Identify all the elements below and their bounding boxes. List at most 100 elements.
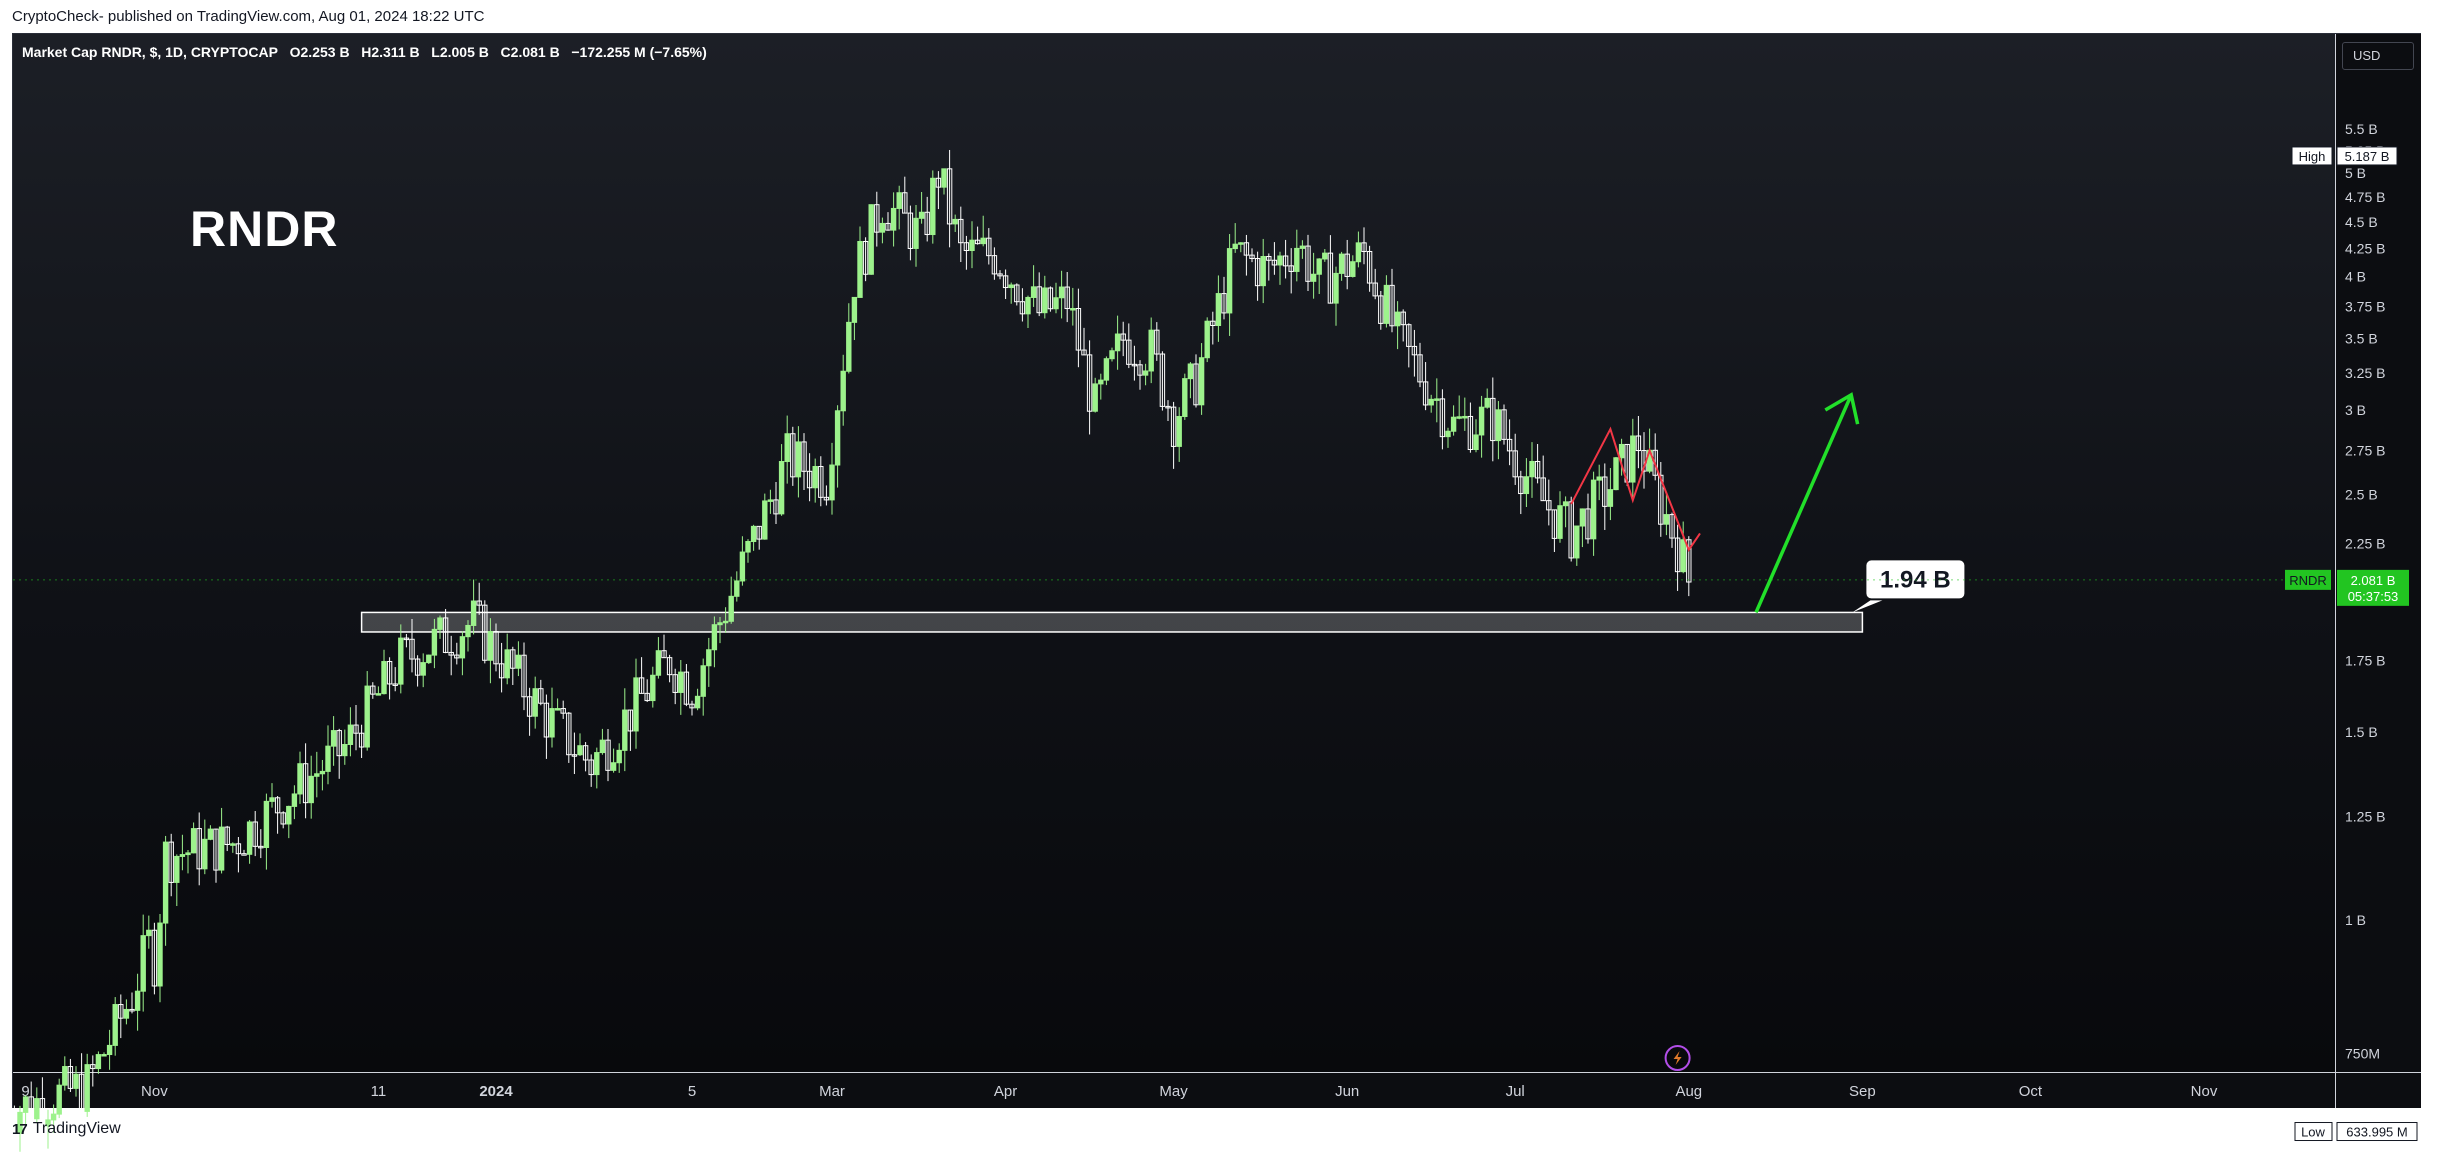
candle-body	[1350, 261, 1356, 277]
price-tick-label: 2.75 B	[2345, 442, 2385, 458]
candle-body	[1378, 295, 1384, 324]
candle-body	[605, 739, 611, 771]
candle-body	[1506, 438, 1513, 452]
currency-button[interactable]: USD	[2342, 42, 2414, 70]
time-tick-label: Jun	[1335, 1083, 1359, 1100]
time-tick-label: Sep	[1849, 1083, 1876, 1100]
candle-body	[1551, 509, 1558, 539]
candle-body	[1053, 297, 1059, 310]
price-tick-label: 5.5 B	[2345, 121, 2378, 137]
candle-body	[112, 1004, 118, 1046]
candle-body	[1450, 416, 1457, 432]
candle-body	[974, 239, 981, 245]
candle-body	[1310, 273, 1317, 282]
candle-body	[1406, 324, 1412, 347]
candle-body	[1490, 397, 1496, 442]
candle-body	[1372, 282, 1378, 297]
candle-body	[560, 708, 566, 714]
candle-body	[414, 658, 421, 676]
candle-body	[722, 620, 729, 624]
candle-body	[347, 724, 354, 745]
candle-body	[756, 525, 762, 540]
candle-body	[437, 617, 443, 630]
candle-body	[818, 466, 824, 498]
candle-body	[1445, 430, 1451, 438]
candle-body	[885, 222, 891, 231]
candle-body	[134, 990, 141, 1011]
time-axis[interactable]	[13, 1072, 2335, 1108]
high-label-badge	[2291, 146, 2333, 166]
candle-body	[1417, 354, 1423, 383]
candle-body	[325, 745, 331, 772]
callout-pointer	[1852, 600, 1883, 613]
candle-body	[454, 654, 460, 659]
candle-body	[1383, 284, 1390, 324]
forecast-arrow	[1754, 394, 1853, 614]
candle-body	[862, 241, 869, 275]
legend-open: O2.253 B	[289, 44, 350, 60]
candle-body	[784, 433, 790, 463]
candle-body	[1277, 255, 1283, 266]
footer-brand[interactable]: 17 TradingView	[12, 1120, 121, 1138]
candle-body	[353, 724, 359, 734]
candle-body	[924, 211, 930, 236]
candle-body	[1327, 252, 1334, 304]
candle-body	[162, 841, 169, 924]
candle-body	[17, 1111, 23, 1134]
candle-body	[790, 433, 796, 478]
candle-body	[711, 624, 718, 651]
candle-body	[1546, 500, 1552, 511]
candle-body	[857, 241, 863, 298]
price-tick-label: 750M	[2345, 1046, 2380, 1062]
candle-body	[342, 743, 348, 757]
candle-body	[1182, 378, 1188, 418]
candle-body	[846, 321, 852, 372]
published-line: CryptoCheck- published on TradingView.co…	[12, 8, 485, 25]
candle-body	[22, 1096, 29, 1113]
candle-body	[442, 617, 449, 653]
candle-body	[627, 709, 634, 732]
candle-body	[398, 637, 404, 685]
candle-body	[571, 754, 578, 757]
chart-plot-area[interactable]	[13, 34, 2335, 1072]
price-axis[interactable]	[2335, 34, 2421, 1072]
candle-body	[420, 662, 426, 676]
candle-body	[958, 218, 964, 244]
last-label-text: RNDR	[2289, 573, 2327, 588]
price-tick-label: 3.75 B	[2345, 299, 2385, 315]
time-tick-label: Oct	[2019, 1083, 2043, 1100]
candle-body	[263, 800, 270, 848]
candle-body	[1008, 284, 1014, 289]
candle-body	[1176, 416, 1182, 447]
candle-body	[997, 273, 1003, 277]
candle-body	[829, 464, 835, 501]
candle-body	[1333, 272, 1339, 304]
candle-body	[610, 762, 617, 771]
candle-body	[1462, 415, 1468, 419]
candle-body	[1148, 329, 1154, 372]
candle-body	[717, 622, 723, 626]
candle-body	[1014, 284, 1020, 303]
candle-body	[879, 222, 886, 233]
time-tick-label: 9	[21, 1083, 29, 1100]
candle-body	[140, 935, 146, 992]
candle-body	[319, 770, 326, 775]
candle-body	[1232, 243, 1238, 250]
candle-body	[185, 852, 191, 856]
candle-body	[549, 708, 555, 738]
symbol-legend: Market Cap RNDR, $, 1D, CRYPTOCAP O2.253…	[22, 44, 707, 60]
candle-body	[90, 1064, 96, 1070]
candle-body	[963, 242, 970, 252]
footer-brand-label: TradingView	[32, 1120, 121, 1137]
candle-body	[1658, 474, 1664, 525]
price-tick-label: 5 B	[2345, 165, 2366, 181]
candle-body	[381, 661, 387, 695]
candle-body	[1579, 508, 1586, 527]
candle-body	[622, 709, 628, 751]
candle-body	[638, 677, 645, 694]
candle-body	[532, 688, 538, 717]
candle-body	[1338, 253, 1345, 274]
candle-body	[1439, 398, 1446, 438]
price-tick-label: 4.25 B	[2345, 240, 2385, 256]
